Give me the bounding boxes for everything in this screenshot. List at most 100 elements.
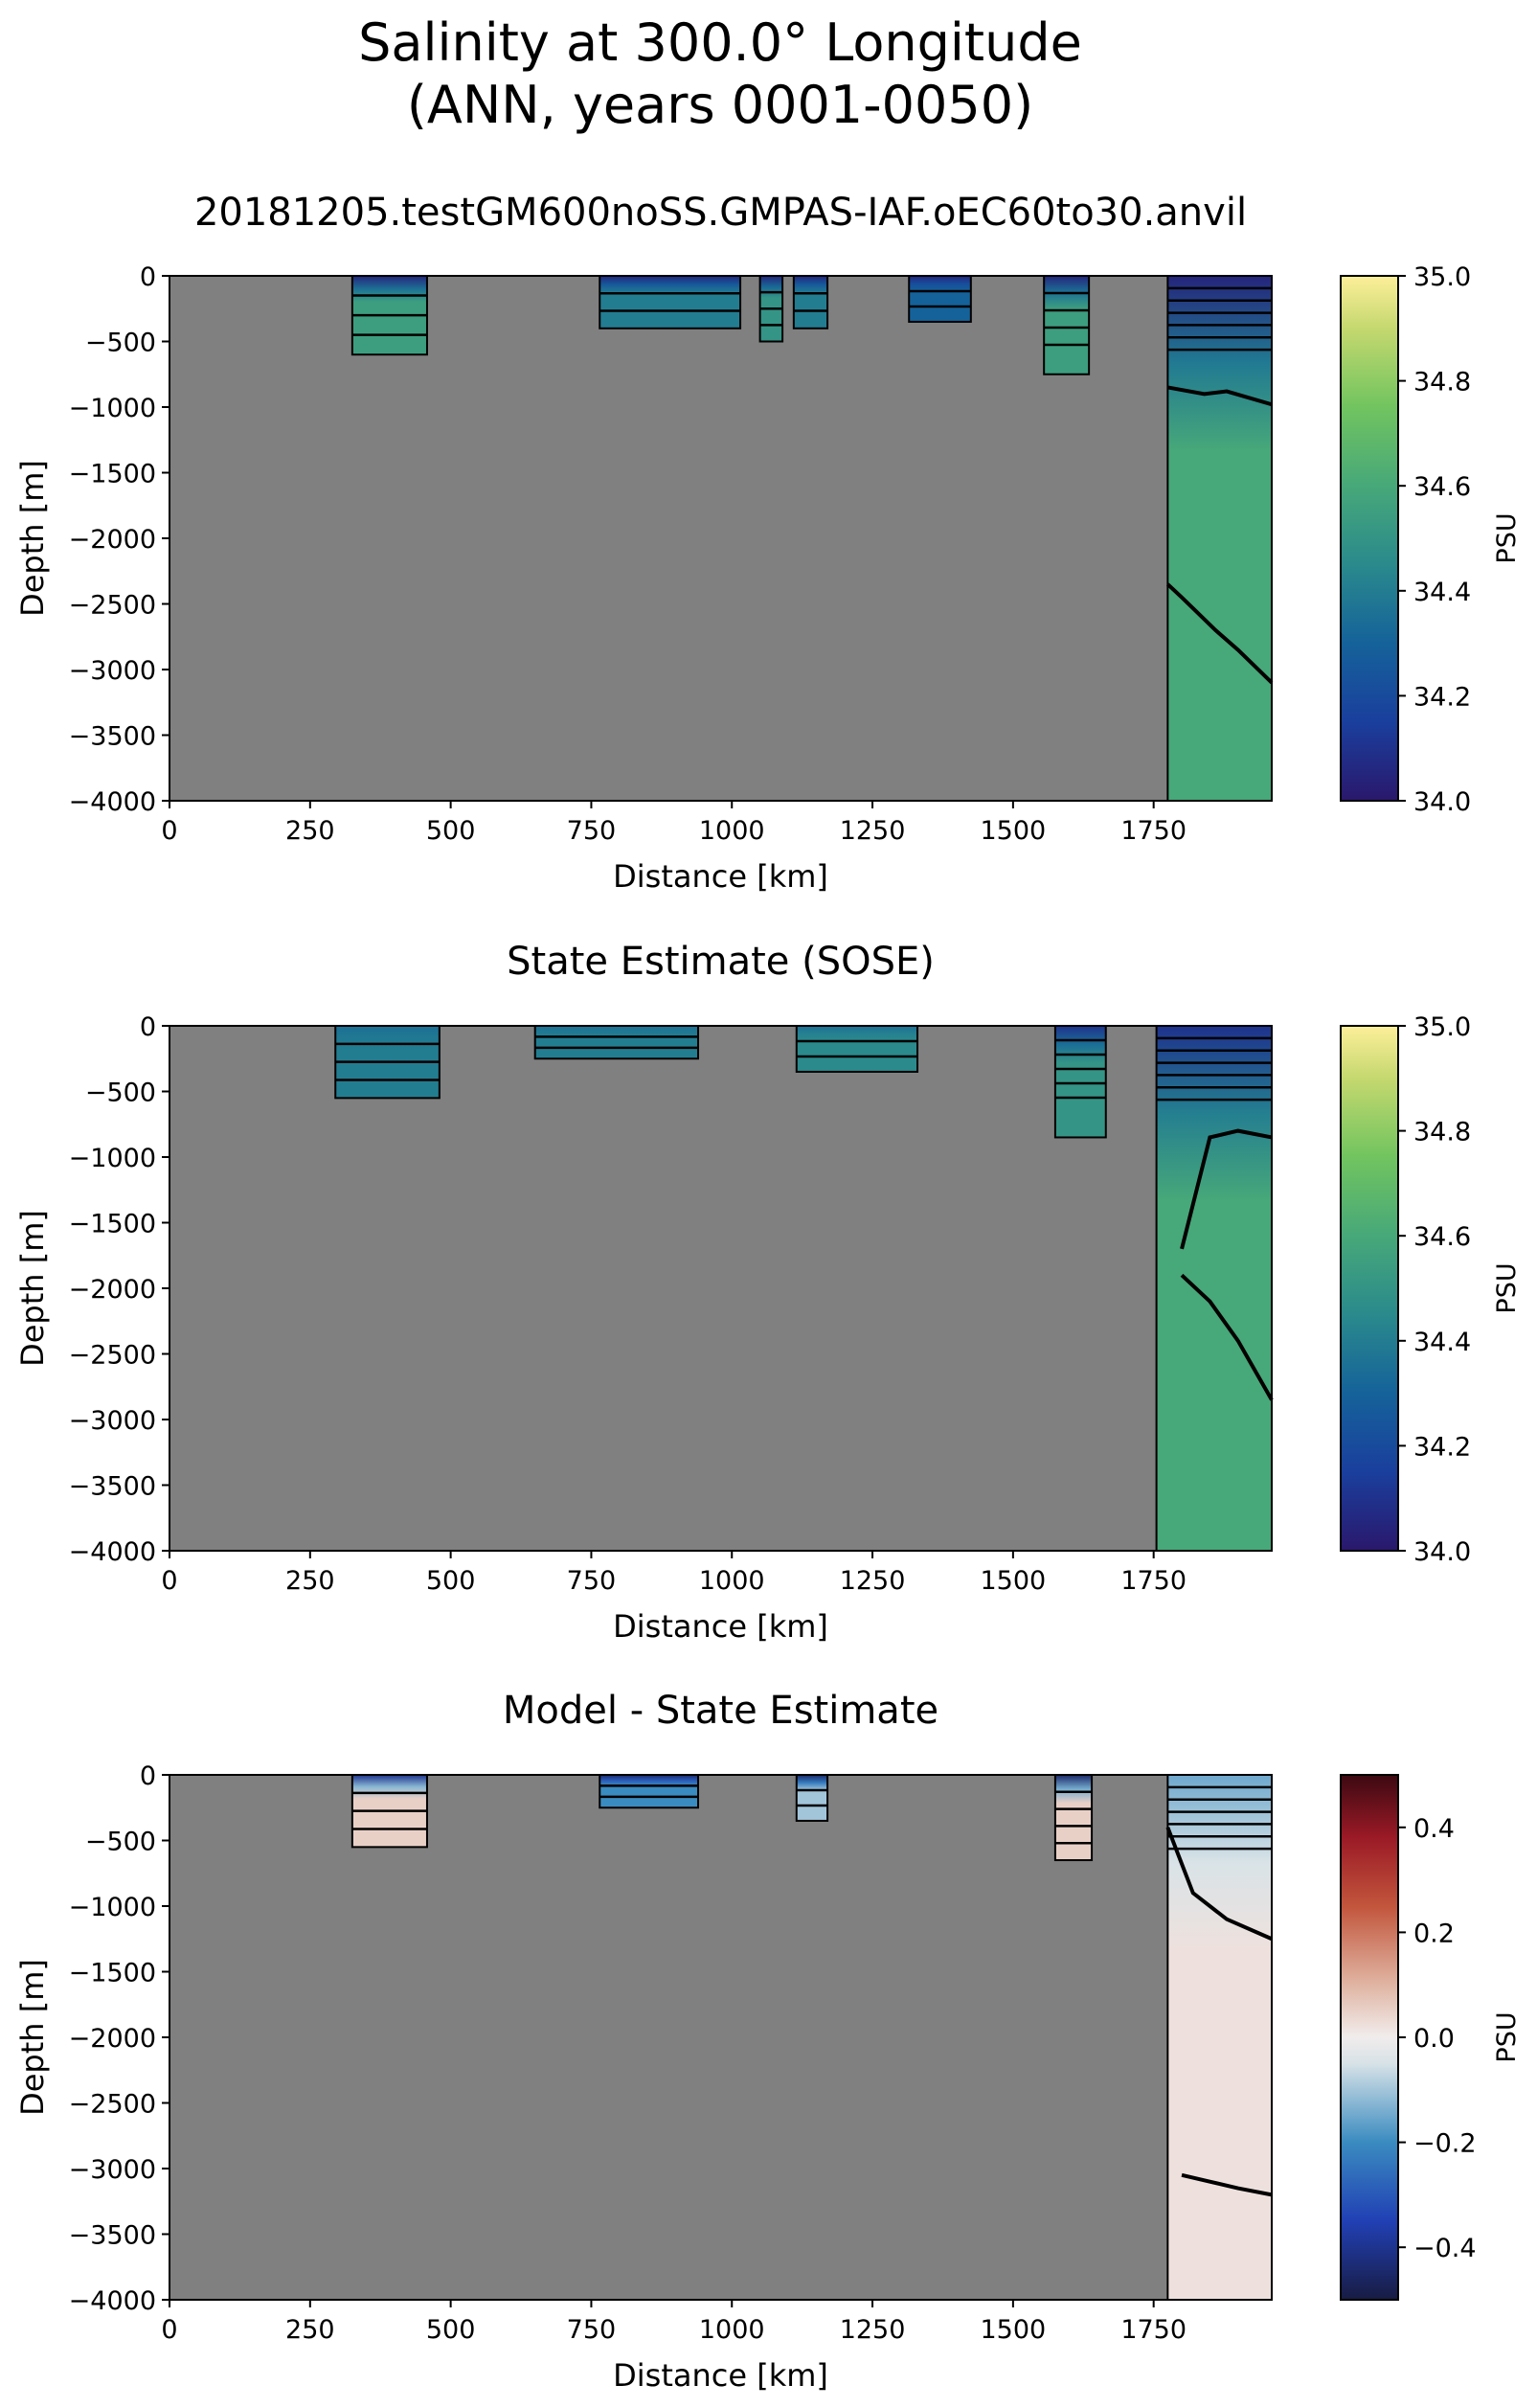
x-axis-label: Distance [km] xyxy=(613,2357,828,2394)
y-tick-label: 0 xyxy=(140,1761,156,1791)
ocean-segment xyxy=(1155,1025,1273,1552)
colorbar xyxy=(1340,275,1399,802)
colorbar-label: PSU xyxy=(1492,512,1522,563)
contour-line xyxy=(1180,1128,1273,1250)
colorbar-tick-label: 34.2 xyxy=(1413,1432,1471,1462)
contour-line xyxy=(1180,1273,1274,1401)
colorbar-tick-label: 34.8 xyxy=(1413,1118,1471,1147)
colorbar-tick-label: 0.2 xyxy=(1413,1919,1455,1948)
y-tick-label: −1500 xyxy=(69,1210,156,1239)
x-tick-label: 250 xyxy=(285,816,335,846)
x-tick-label: 1750 xyxy=(1120,2315,1187,2345)
contour-line xyxy=(1181,2172,1273,2197)
figure-title-line-2: (ANN, years 0001-0050) xyxy=(407,75,1033,135)
contour-line xyxy=(1167,385,1273,407)
panel-title: State Estimate (SOSE) xyxy=(507,940,935,984)
ocean-segment xyxy=(792,275,829,329)
y-tick-label: −1000 xyxy=(69,1144,156,1173)
colorbar-tick-label: 0.4 xyxy=(1413,1814,1455,1844)
x-tick-label: 750 xyxy=(567,816,617,846)
x-tick-label: 750 xyxy=(567,1566,617,1596)
y-tick-label: −4000 xyxy=(69,2286,156,2316)
colorbar-tick-label: 34.0 xyxy=(1413,1537,1471,1567)
ocean-segment xyxy=(1053,1774,1094,1862)
x-tick-label: 1000 xyxy=(699,2315,765,2345)
y-tick-label: −3500 xyxy=(69,722,156,752)
y-axis-label: Depth [m] xyxy=(14,460,51,617)
y-tick-label: −3000 xyxy=(69,2155,156,2185)
ocean-segment xyxy=(795,1025,919,1073)
ocean-segment xyxy=(795,1774,829,1822)
colorbar-label: PSU xyxy=(1492,1262,1522,1313)
x-tick-label: 1500 xyxy=(981,2315,1047,2345)
panel-2: State Estimate (SOSE) 0 250 500 750 1000 1250 1… xyxy=(14,940,1522,1645)
x-axis-label: Distance [km] xyxy=(613,858,828,895)
figure-title-line-1: Salinity at 300.0° Longitude xyxy=(358,12,1082,73)
x-tick-label: 250 xyxy=(285,1566,335,1596)
colorbar-tick-label: −0.4 xyxy=(1413,2234,1477,2263)
colorbar xyxy=(1340,1025,1399,1552)
colorbar-tick-label: 34.6 xyxy=(1413,1222,1471,1252)
colorbar-tick-label: 34.8 xyxy=(1413,368,1471,398)
x-tick-label: 250 xyxy=(285,2315,335,2345)
y-tick-label: −1000 xyxy=(69,1893,156,1922)
y-tick-label: −2000 xyxy=(69,2024,156,2054)
x-tick-label: 1500 xyxy=(981,816,1047,846)
y-tick-label: −4000 xyxy=(69,787,156,817)
y-tick-label: −1000 xyxy=(69,394,156,423)
colorbar-tick-label: −0.2 xyxy=(1413,2129,1477,2159)
colorbar-tick-label: 34.4 xyxy=(1413,1328,1471,1357)
panel-1: 20181205.testGM600noSS.GMPAS-IAF.oEC60to… xyxy=(14,191,1522,895)
colorbar xyxy=(1340,1774,1399,2301)
y-tick-label: −2000 xyxy=(69,1275,156,1305)
y-tick-label: 0 xyxy=(140,1012,156,1042)
colorbar-tick-label: 35.0 xyxy=(1413,1012,1471,1042)
y-axis-label: Depth [m] xyxy=(14,1210,51,1367)
y-tick-label: −2500 xyxy=(69,2090,156,2120)
land-background xyxy=(170,276,1272,801)
panel-title: Model - State Estimate xyxy=(503,1689,938,1733)
x-tick-label: 1750 xyxy=(1120,816,1187,846)
colorbar-tick-label: 0.0 xyxy=(1413,2024,1455,2054)
x-tick-label: 0 xyxy=(161,816,177,846)
y-tick-label: −2500 xyxy=(69,591,156,621)
colorbar-tick-label: 35.0 xyxy=(1413,262,1471,292)
x-tick-label: 500 xyxy=(426,1566,476,1596)
y-tick-label: −1500 xyxy=(69,460,156,489)
ocean-segment xyxy=(1166,275,1274,802)
y-tick-label: −3500 xyxy=(69,2221,156,2251)
y-tick-label: −1500 xyxy=(69,1959,156,1988)
colorbar-tick-label: 34.0 xyxy=(1413,787,1471,817)
x-tick-label: 750 xyxy=(567,2315,617,2345)
colorbar-tick-label: 34.2 xyxy=(1413,682,1471,712)
x-tick-label: 1500 xyxy=(981,1566,1047,1596)
ocean-segment xyxy=(533,1025,700,1060)
x-tick-label: 500 xyxy=(426,2315,476,2345)
x-tick-label: 1250 xyxy=(840,1566,906,1596)
y-tick-label: 0 xyxy=(140,262,156,292)
contour-line xyxy=(1165,582,1274,685)
colorbar-tick-label: 34.4 xyxy=(1413,578,1471,607)
y-tick-label: −3500 xyxy=(69,1472,156,1502)
y-tick-label: −2500 xyxy=(69,1341,156,1371)
x-tick-label: 0 xyxy=(161,1566,177,1596)
y-tick-label: −3000 xyxy=(69,656,156,686)
x-axis-label: Distance [km] xyxy=(613,1608,828,1645)
ocean-segment xyxy=(1166,1774,1274,2301)
land-background xyxy=(170,1775,1272,2300)
x-tick-label: 0 xyxy=(161,2315,177,2345)
y-tick-label: −500 xyxy=(85,329,156,358)
y-tick-label: −2000 xyxy=(69,525,156,555)
colorbar-label: PSU xyxy=(1492,2011,1522,2062)
y-tick-label: −4000 xyxy=(69,1537,156,1567)
ocean-segment xyxy=(599,1774,700,1809)
y-tick-label: −500 xyxy=(85,1079,156,1108)
x-tick-label: 1000 xyxy=(699,816,765,846)
y-tick-label: −500 xyxy=(85,1828,156,1857)
x-tick-label: 1000 xyxy=(699,1566,765,1596)
ocean-segment xyxy=(1043,275,1091,375)
x-tick-label: 500 xyxy=(426,816,476,846)
contour-line xyxy=(1165,1827,1273,1942)
